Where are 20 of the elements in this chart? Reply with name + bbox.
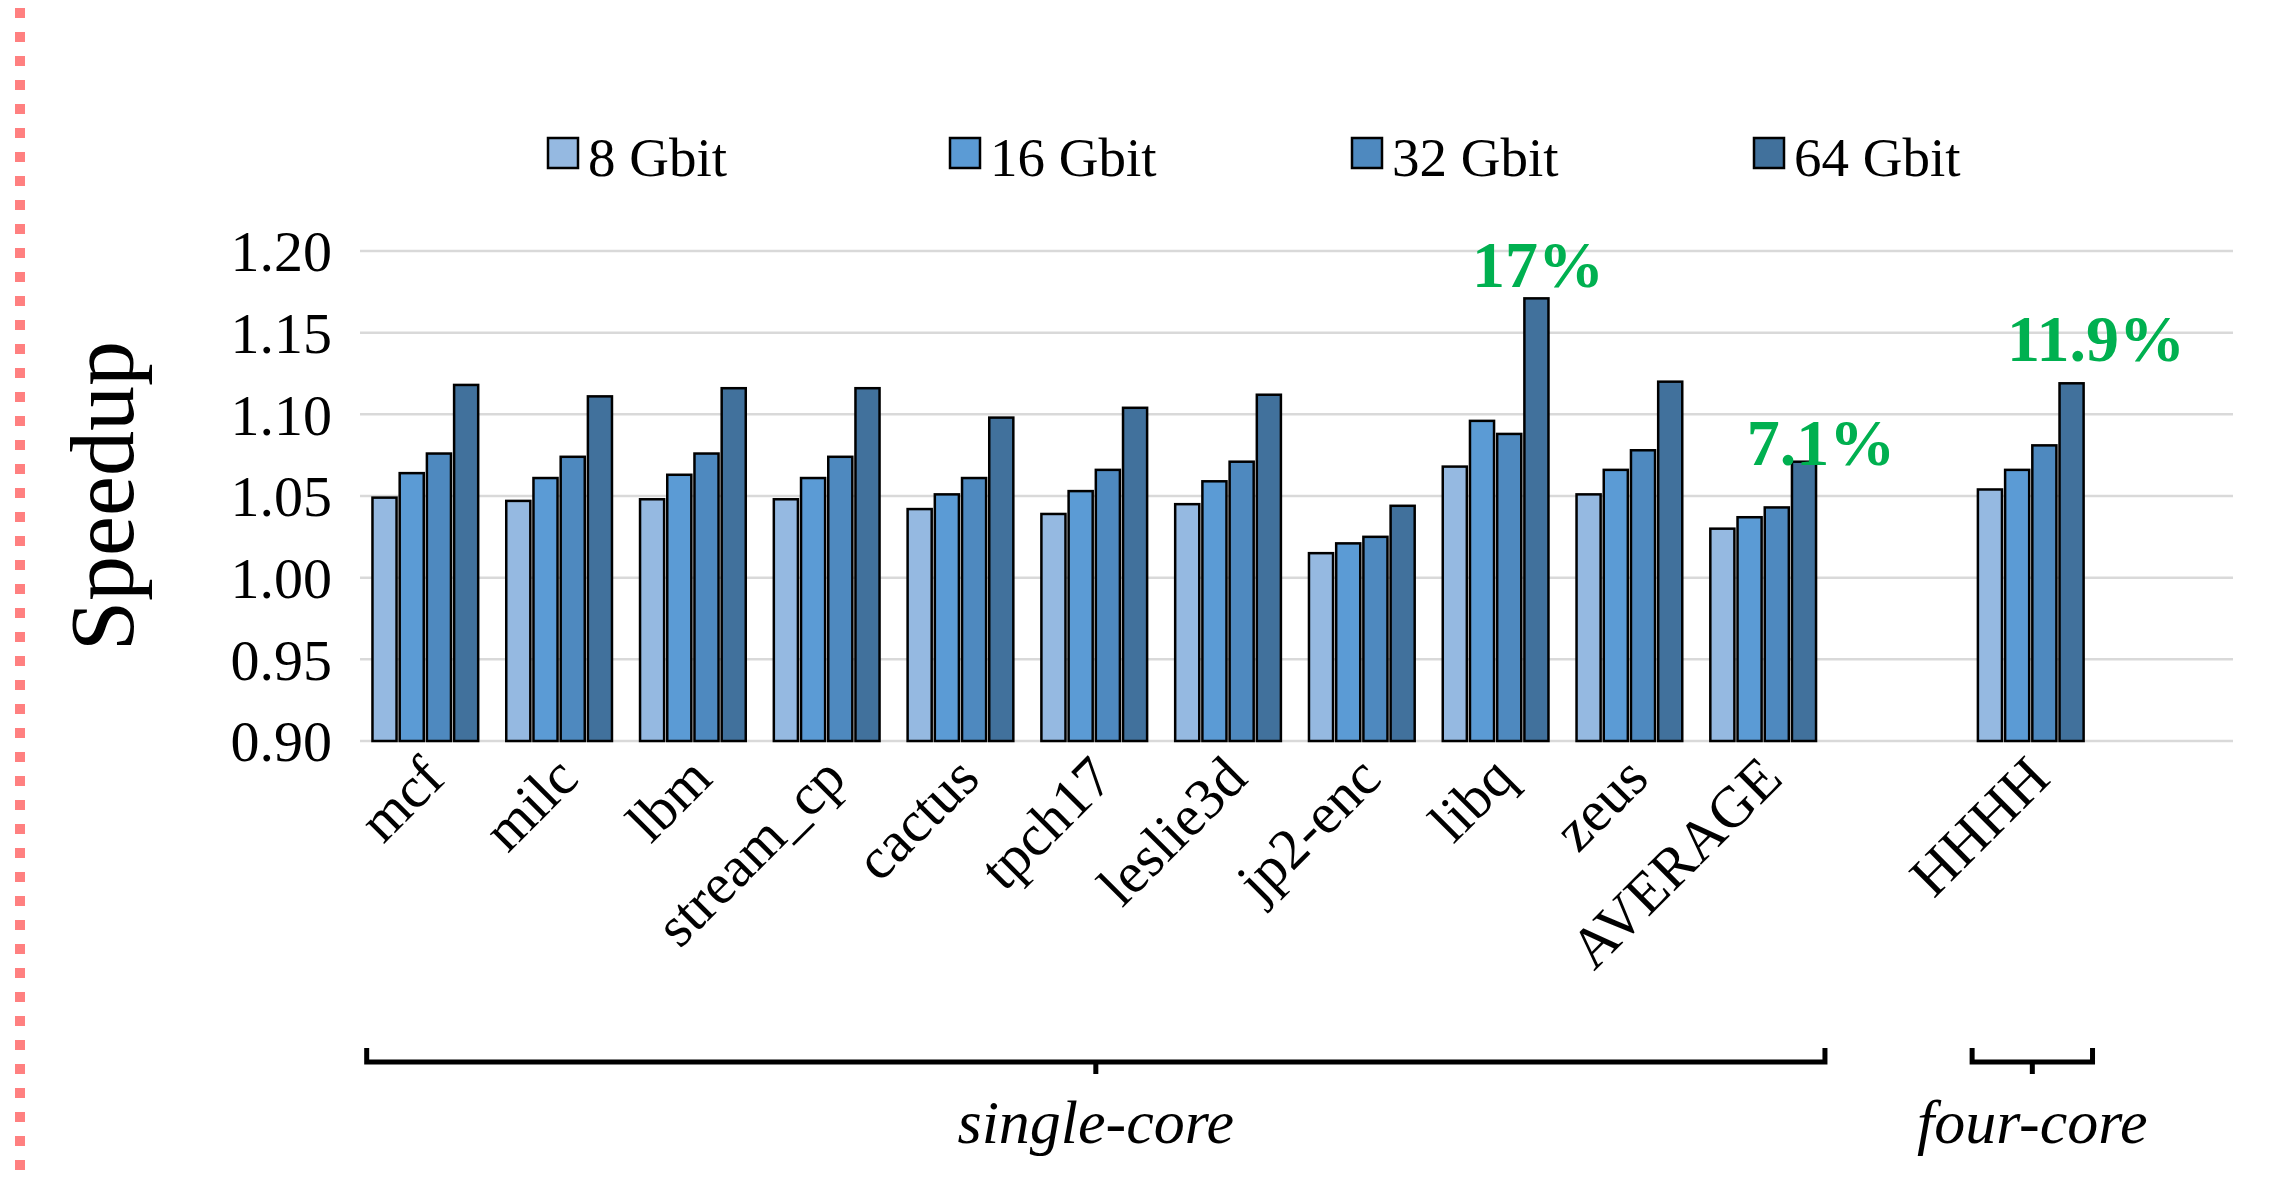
y-tick-label: 0.95: [230, 627, 332, 693]
y-tick-label: 0.90: [230, 709, 332, 775]
y-axis-title: Speedup: [53, 341, 152, 651]
annotation: 11.9%: [2007, 302, 2185, 376]
legend-label: 32 Gbit: [1392, 127, 1559, 189]
y-tick-label: 1.05: [230, 464, 332, 530]
legend-label: 64 Gbit: [1794, 127, 1961, 189]
text: single-core: [957, 1088, 1235, 1156]
x-tick-label: mcf: [346, 743, 457, 854]
text: four-core: [1917, 1088, 2148, 1156]
x-tick-label: libq: [1416, 744, 1527, 854]
y-tick-label: 1.10: [230, 382, 332, 448]
legend-label: 16 Gbit: [990, 127, 1157, 189]
x-tick-label: milc: [471, 744, 590, 864]
y-tick-label: 1.00: [230, 545, 332, 611]
y-tick-label: 1.15: [230, 300, 332, 366]
y-tick-label: 1.20: [230, 219, 332, 285]
legend-label: 8 Gbit: [588, 127, 728, 189]
annotation: 17%: [1472, 228, 1604, 302]
annotation: 7.1%: [1746, 406, 1896, 480]
